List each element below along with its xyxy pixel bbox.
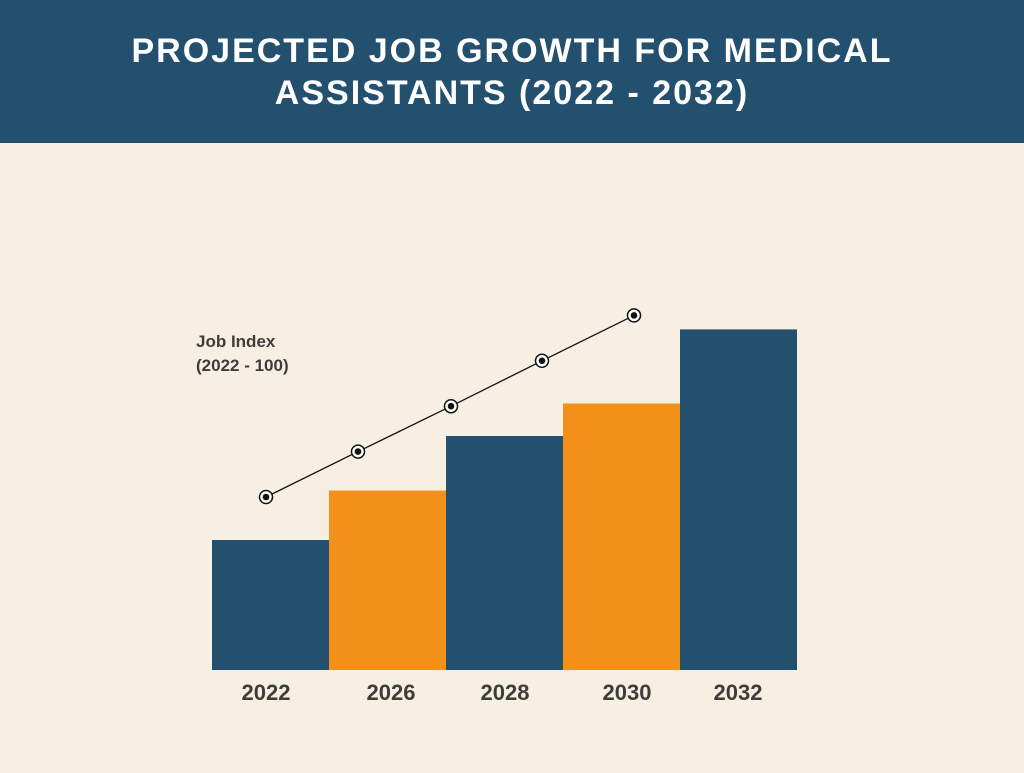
title-banner: PROJECTED JOB GROWTH FOR MEDICAL ASSISTA…: [0, 0, 1024, 143]
x-tick-label-2028: 2028: [481, 680, 530, 705]
chart-title: PROJECTED JOB GROWTH FOR MEDICAL ASSISTA…: [131, 31, 893, 112]
index-line-group: [258, 308, 642, 505]
x-tick-label-2022: 2022: [242, 680, 291, 705]
index-point-2022: [258, 489, 274, 505]
index-point-2026: [350, 444, 366, 459]
bar-line-chart: 2022 2026 2028 2030 2032: [212, 308, 797, 705]
bar-2026: [329, 490, 446, 670]
bar-2022: [212, 540, 329, 670]
job-index-label-line-1: Job Index: [196, 332, 276, 351]
x-tick-label-2026: 2026: [367, 680, 416, 705]
x-tick-label-2032: 2032: [714, 680, 763, 705]
job-index-label: Job Index (2022 - 100): [196, 330, 289, 378]
index-point-2032: [626, 308, 642, 323]
bar-2032: [680, 329, 797, 670]
job-index-label-line-2: (2022 - 100): [196, 356, 289, 375]
chart-area: 2022 2026 2028 2030 2032: [0, 143, 1024, 768]
x-axis-labels: 2022 2026 2028 2030 2032: [242, 680, 763, 705]
bar-2030: [563, 403, 680, 670]
index-point-2030: [534, 353, 550, 369]
bar-group: [212, 329, 797, 670]
bar-2028: [446, 436, 563, 670]
x-tick-label-2030: 2030: [603, 680, 652, 705]
index-point-2028: [443, 398, 459, 414]
